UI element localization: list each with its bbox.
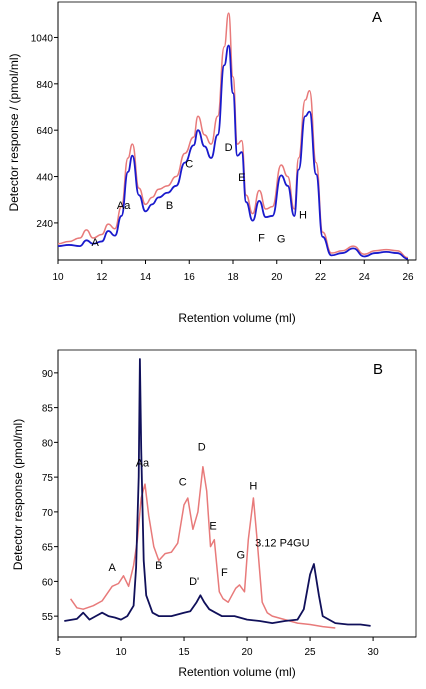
panel-b-peak-label: B: [155, 560, 162, 572]
panel-b-letter: B: [373, 361, 383, 378]
panel-b-y-tick-label: 70: [42, 508, 54, 519]
panel-b-series-1-line: [64, 358, 371, 627]
panel-a-x-tick-label: 10: [52, 272, 64, 283]
panel-a-x-tick-label: 18: [227, 272, 239, 283]
panel-a-peak-label: G: [277, 234, 286, 246]
panel-b-y-tick-label: 55: [42, 612, 54, 623]
panel-b-x-tick-label: 15: [178, 647, 190, 658]
panel-b-x-tick-label: 5: [55, 647, 61, 658]
panel-b-x-tick-label: 20: [241, 647, 253, 658]
panel-a-x-tick-label: 24: [359, 272, 371, 283]
panel-b-peak-label: 3.12 P4GU: [255, 538, 309, 550]
panel-b-peak-label: D': [189, 576, 199, 588]
panel-b-peak-label: E: [209, 520, 216, 532]
panel-b-peak-label: G: [236, 549, 245, 561]
panel-a-letter: A: [372, 9, 382, 26]
panel-a-peak-label: Aa: [117, 200, 131, 212]
panel-b-peak-label: C: [179, 476, 187, 488]
panel-a-series-1-line: [57, 44, 409, 260]
panel-b-x-tick-label: 30: [368, 647, 380, 658]
panel-a-y-tick-label: 840: [36, 80, 53, 91]
panel-b-y-tick-label: 60: [42, 577, 54, 588]
panel-a-peak-label: D: [225, 142, 233, 154]
panel-b-y-tick-label: 75: [42, 473, 54, 484]
panel-a-y-tick-label: 640: [36, 126, 53, 137]
panel-a-x-tick-label: 12: [96, 272, 108, 283]
panel-b-frame: [57, 349, 417, 638]
panel-a-x-axis-label: Retention volume (ml): [178, 311, 295, 325]
panel-b-peak-label: D: [198, 442, 206, 454]
panel-a-series-0-line: [57, 12, 409, 259]
panel-a-peak-label: F: [258, 232, 265, 244]
panel-b-y-axis-label: Detector response (pmol/ml): [11, 419, 25, 570]
panel-a-y-tick-label: 1040: [31, 33, 54, 44]
panel-a-y-tick-label: 440: [36, 173, 53, 184]
panel-b-y-tick-label: 65: [42, 543, 54, 554]
panel-a-peak-label: A: [92, 237, 100, 249]
panel-a-peak-label: E: [238, 172, 245, 184]
panel-a-x-tick-label: 14: [140, 272, 152, 283]
panel-a-peak-label: H: [299, 209, 307, 221]
panel-b-peak-label: A: [109, 562, 117, 574]
panel-b-y-tick-label: 80: [42, 438, 54, 449]
panel-a-peak-label: B: [166, 200, 173, 212]
panel-b-peak-label: F: [221, 567, 228, 579]
panel-a-frame: [57, 1, 417, 261]
panel-b-series-0-line: [69, 465, 336, 629]
panel-a-y-tick-label: 240: [36, 219, 53, 230]
panel-a-x-tick-label: 26: [402, 272, 414, 283]
panel-b-x-tick-label: 10: [115, 647, 127, 658]
panel-a-x-tick-label: 22: [315, 272, 327, 283]
panel-b-y-tick-label: 85: [42, 404, 54, 415]
panel-a-x-tick-label: 20: [271, 272, 283, 283]
panel-a-peak-label: C: [185, 158, 193, 170]
panel-a-y-axis-label: Detector response / (pmol/ml): [7, 53, 21, 211]
panel-a-x-tick-label: 16: [184, 272, 196, 283]
panel-b-x-tick-label: 25: [305, 647, 317, 658]
panel-b-peak-label: H: [249, 481, 257, 493]
panel-b-peak-label: Aa: [136, 458, 150, 470]
panel-b-y-tick-label: 90: [42, 369, 54, 380]
panel-b-x-axis-label: Retention volume (ml): [178, 665, 295, 679]
